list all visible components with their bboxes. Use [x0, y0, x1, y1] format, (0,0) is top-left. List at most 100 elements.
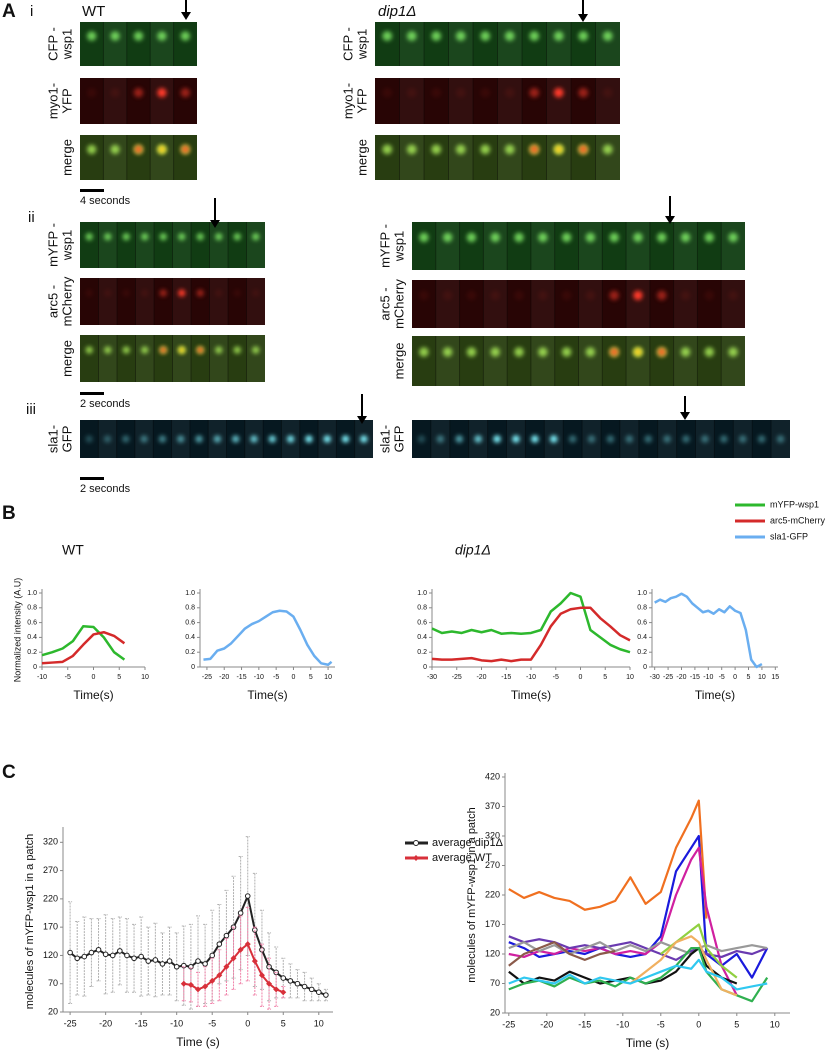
y-tick-label: 0.8 [637, 605, 647, 612]
patch [538, 347, 548, 357]
x-tick-label: -10 [37, 674, 47, 681]
frame [80, 135, 104, 180]
arrow-head [210, 220, 220, 228]
data-point [81, 953, 88, 960]
y-tick-label: 70 [48, 978, 58, 988]
data-point [294, 980, 301, 987]
channel-label: sla1- [45, 425, 60, 453]
frame [554, 336, 579, 386]
patch-overlap [178, 346, 186, 354]
frame [530, 280, 555, 328]
data-line [654, 592, 763, 669]
x-tick-label: 0 [92, 674, 96, 681]
patch-overlap [657, 347, 667, 357]
frame [578, 222, 603, 270]
channel-label: wsp1 [59, 29, 74, 60]
data-line [508, 958, 768, 991]
x-tick-label: 0 [245, 1018, 250, 1028]
frame [150, 78, 174, 124]
x-axis-title: Time (s) [176, 1035, 220, 1049]
patch [360, 435, 368, 443]
patch [231, 435, 240, 443]
strip-background [375, 135, 620, 180]
frame [117, 222, 136, 268]
patch [382, 31, 393, 41]
frame [571, 135, 596, 180]
frame [246, 222, 265, 268]
x-axis-title: Time(s) [695, 688, 735, 702]
error-bar [302, 971, 307, 1002]
patch [680, 347, 691, 357]
data-point [131, 955, 137, 962]
patch [442, 347, 453, 357]
x-tick-label: 5 [734, 1019, 739, 1029]
frame [246, 278, 265, 325]
scale-label: 2 seconds [80, 398, 131, 410]
frame [697, 280, 722, 328]
patch-overlap [159, 346, 167, 354]
frame [191, 222, 210, 268]
patch [609, 290, 619, 301]
frame [721, 222, 745, 270]
data-point [287, 978, 294, 984]
frame [126, 22, 151, 66]
frame [435, 222, 460, 270]
x-tick-label: -15 [135, 1018, 148, 1028]
y-tick-label: 0.2 [27, 649, 37, 656]
x-tick-label: -5 [657, 1019, 665, 1029]
frame [721, 280, 745, 328]
frame [626, 280, 650, 328]
data-point [152, 957, 159, 963]
patch [680, 232, 691, 243]
patch-overlap [157, 145, 167, 154]
y-tick-label: 0.6 [637, 619, 647, 626]
x-tick-label: -15 [578, 1019, 591, 1029]
data-point [88, 949, 95, 956]
x-tick-label: -5 [208, 1018, 216, 1028]
patch [587, 435, 596, 443]
x-tick-label: 10 [324, 674, 332, 681]
patch [122, 346, 130, 354]
x-axis-title: Time(s) [247, 688, 287, 702]
frame [626, 336, 650, 386]
strip-background [80, 78, 197, 124]
data-point [216, 972, 223, 979]
frame [595, 78, 620, 124]
x-tick-label: -10 [254, 674, 264, 681]
error-bar [323, 988, 328, 1002]
patch [215, 233, 223, 241]
y-tick-label: 220 [485, 889, 500, 899]
y-tick-label: 0 [423, 664, 427, 671]
frame [399, 135, 424, 180]
frame [546, 135, 571, 180]
data-point [124, 952, 130, 959]
frame [424, 135, 449, 180]
frame [483, 280, 508, 328]
patch [529, 87, 540, 98]
patch [466, 290, 477, 301]
x-tick-label: -25 [64, 1018, 77, 1028]
scale-label: 4 seconds [80, 195, 131, 207]
patch [644, 435, 653, 443]
frame [172, 278, 191, 325]
channel-label: GFP [59, 426, 74, 453]
patch [553, 87, 564, 98]
y-tick-label: 1.0 [637, 590, 647, 597]
micrograph [80, 222, 265, 268]
error-bar [316, 983, 321, 1002]
y-tick-label: 370 [485, 801, 500, 811]
data-point [173, 963, 180, 970]
frame [522, 135, 547, 180]
patch [177, 435, 185, 443]
patch [442, 232, 453, 243]
data-point [244, 941, 251, 948]
patch [252, 233, 260, 241]
patch [122, 435, 130, 443]
patch [504, 87, 515, 98]
frame [546, 78, 571, 124]
micrograph [412, 420, 790, 458]
x-tick-label: 0 [579, 674, 583, 681]
data-point [280, 975, 287, 981]
frame [103, 135, 127, 180]
frame [435, 280, 460, 328]
